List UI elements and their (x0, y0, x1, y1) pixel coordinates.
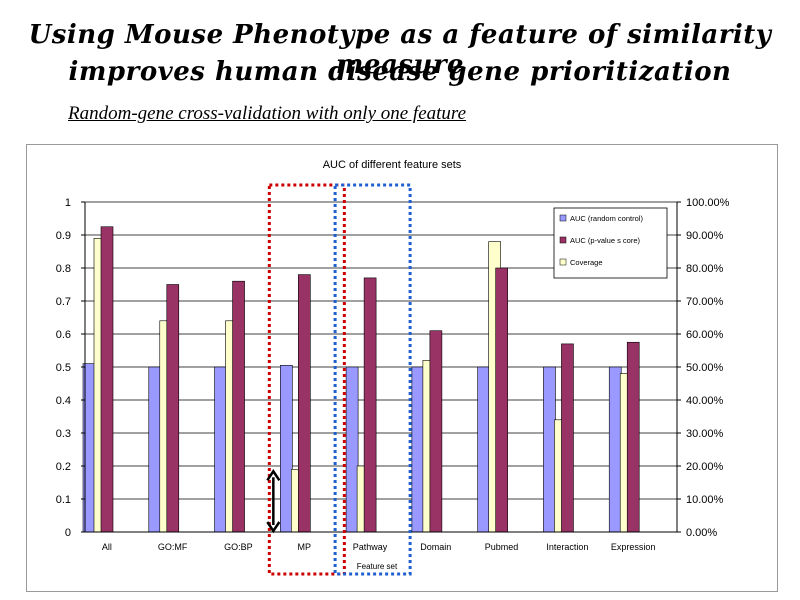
auc-pvalue-bar (298, 274, 311, 533)
x-tick-label: GO:MF (158, 542, 188, 552)
chart-title: AUC of different feature sets (323, 159, 462, 171)
left-tick-label: 0.5 (56, 362, 71, 374)
axes (81, 201, 681, 533)
auc-random-bar (214, 366, 227, 533)
legend-label: AUC (p-value s core) (570, 236, 641, 245)
right-tick-label: 50.00% (686, 362, 724, 374)
x-tick-label: Interaction (546, 542, 588, 552)
auc-pvalue-bar (166, 284, 180, 533)
auc-random-bar (411, 366, 425, 533)
left-tick-label: 0 (65, 527, 71, 539)
auc-pvalue-bar (363, 277, 377, 533)
x-tick-label: Pubmed (485, 542, 519, 552)
auc-pvalue-bar (100, 226, 114, 533)
x-tick-label: Pathway (353, 542, 388, 552)
right-tick-label: 90.00% (686, 230, 724, 242)
legend-label: Coverage (570, 258, 603, 267)
mp-highlight-box (267, 183, 346, 576)
slide-title-line-1: Using Mouse Phenotype as a feature of si… (28, 20, 772, 80)
left-axis-ticks: 0 0.1 0.2 0.3 0.4 0.5 0.6 0.7 0.8 0.9 1 (56, 197, 71, 539)
left-tick-label: 0.9 (56, 230, 71, 242)
slide-subtitle: Random-gene cross-validation with only o… (68, 103, 467, 124)
right-tick-label: 0.00% (686, 527, 717, 539)
right-axis-ticks: 0.00% 10.00% 20.00% 30.00% 40.00% 50.00% 60.00… (686, 197, 730, 539)
right-tick-label: 40.00% (686, 395, 724, 407)
legend-swatch (559, 236, 567, 244)
auc-pvalue-bar (626, 341, 640, 533)
auc-pvalue-bar (495, 267, 508, 533)
x-tick-label: Expression (611, 542, 656, 552)
x-tick-label: MP (297, 542, 311, 552)
auc-pvalue-bar (561, 343, 574, 533)
slide-title-line-2: improves human disease gene prioritizati… (68, 57, 732, 87)
highlight-boxes (267, 183, 412, 576)
right-tick-label: 100.00% (686, 197, 730, 209)
arrow-head-down (266, 521, 281, 534)
x-tick-label: All (102, 542, 112, 552)
left-tick-label: 0.7 (56, 296, 71, 308)
left-tick-label: 0.2 (56, 461, 71, 473)
legend: AUC (random control) AUC (p-value s core)… (553, 207, 668, 279)
legend-label: AUC (random control) (570, 214, 643, 223)
right-tick-label: 10.00% (686, 494, 724, 506)
gridlines (85, 201, 677, 533)
auc-random-bar (608, 366, 622, 533)
arrow-head-up (266, 469, 281, 481)
auc-random-bar (148, 366, 162, 533)
right-tick-label: 70.00% (686, 296, 724, 308)
left-tick-label: 0.8 (56, 263, 71, 275)
auc-pvalue-bar (232, 280, 245, 533)
x-tick-label: GO:BP (224, 542, 253, 552)
legend-swatch (559, 214, 567, 222)
left-tick-label: 0.4 (56, 395, 71, 407)
left-tick-label: 0.6 (56, 329, 71, 341)
auc-random-bar (345, 366, 359, 533)
left-tick-label: 1 (65, 197, 71, 209)
auc-pvalue-bar (429, 330, 443, 533)
bars (82, 226, 640, 533)
legend-swatch (559, 258, 567, 266)
left-tick-label: 0.3 (56, 428, 71, 440)
x-axis-title: Feature set (357, 562, 398, 571)
right-tick-label: 60.00% (686, 329, 724, 341)
auc-random-bar (280, 365, 293, 533)
right-tick-label: 20.00% (686, 461, 724, 473)
x-tick-label: Domain (420, 542, 451, 552)
right-tick-label: 30.00% (686, 428, 724, 440)
auc-random-bar (477, 366, 490, 533)
right-tick-label: 80.00% (686, 263, 724, 275)
legend-box (553, 207, 668, 279)
coverage-double-arrow (266, 469, 281, 534)
annotations (266, 469, 281, 534)
pathway-highlight-box (333, 183, 412, 576)
x-axis-labels: All GO:MF GO:BP MP Pathway Domain Pubmed Intera… (102, 542, 655, 552)
auc-random-bar (543, 366, 556, 533)
left-tick-label: 0.1 (56, 494, 71, 506)
